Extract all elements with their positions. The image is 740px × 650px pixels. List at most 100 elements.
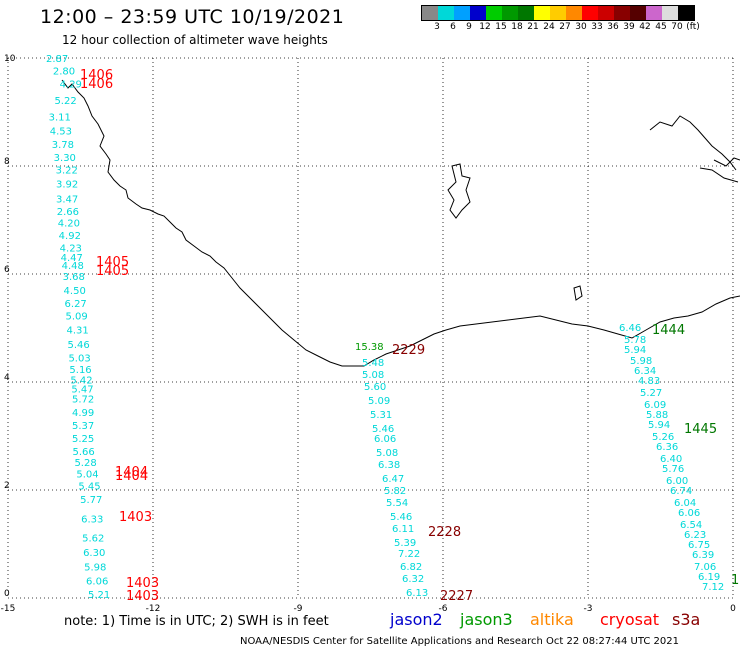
wave-height-label: 5.27 (640, 388, 662, 399)
map-title: 12:00 – 23:59 UTC 10/19/2021 (40, 6, 345, 28)
wave-height-label: 6.09 (644, 400, 666, 411)
wave-height-label: 6.30 (83, 548, 105, 559)
wave-height-label: 6.06 (678, 508, 700, 519)
colorbar-label: 39 (623, 22, 635, 32)
wave-height-label: 5.45 (78, 482, 100, 493)
bay-northeast (649, 115, 739, 183)
map-subtitle: 12 hour collection of altimeter wave hei… (62, 33, 328, 47)
x-tick-label: -3 (584, 604, 593, 614)
colorbar-swatch (438, 6, 454, 20)
wave-height-label: 5.82 (384, 486, 406, 497)
wave-height-label: 4.50 (64, 286, 86, 297)
colorbar-label: 45 (655, 22, 667, 32)
colorbar-swatch (582, 6, 598, 20)
wave-height-label: 5.54 (386, 498, 408, 509)
colorbar-swatch (550, 6, 566, 20)
wave-height-label: 5.88 (646, 410, 668, 421)
wave-height-label: 6.00 (666, 476, 688, 487)
footer-note: note: 1) Time is in UTC; 2) SWH is in fe… (64, 614, 329, 629)
pass-time-label: 1403 (126, 576, 159, 591)
map-grid (7, 57, 734, 599)
wave-height-label: 5.66 (72, 447, 94, 458)
wave-height-label: 2.66 (57, 207, 79, 218)
colorbar-swatch (630, 6, 646, 20)
pass-time-label: 1403 (119, 510, 152, 525)
colorbar-label: 33 (591, 22, 603, 32)
wave-height-label: 5.09 (66, 312, 88, 323)
colorbar-label: 27 (559, 22, 571, 32)
footer-credit: NOAA/NESDIS Center for Satellite Applica… (240, 636, 679, 647)
colorbar-label: (ft) (686, 22, 700, 32)
colorbar-swatch (454, 6, 470, 20)
wave-height-label: 5.26 (652, 432, 674, 443)
colorbar-label: 21 (527, 22, 539, 32)
colorbar-label: 30 (575, 22, 587, 32)
wave-height-label: 4.20 (58, 218, 80, 229)
pass-time-label: 1404 (115, 465, 148, 480)
wave-height-label: 2.87 (46, 54, 68, 65)
pass-time-label: 1404 (115, 469, 148, 484)
colorbar-label: 36 (607, 22, 619, 32)
wave-height-label: 5.28 (74, 458, 96, 469)
wave-height-label: 6.32 (402, 574, 424, 585)
wave-height-label: 3.78 (52, 140, 74, 151)
island-north (447, 163, 471, 219)
wave-height-label: 6.19 (698, 572, 720, 583)
colorbar-swatch (662, 6, 678, 20)
wave-height-label: 5.48 (362, 358, 384, 369)
wave-height-label: 5.98 (630, 356, 652, 367)
pass-time-label: 2228 (428, 525, 461, 540)
x-tick-label: -15 (1, 604, 16, 614)
colorbar-label: 9 (466, 22, 472, 32)
wave-height-label: 4.23 (60, 244, 82, 255)
colorbar-swatch (614, 6, 630, 20)
wave-height-label: 5.94 (624, 345, 646, 356)
wave-height-label: 3.22 (56, 165, 78, 176)
colorbar-swatch (422, 6, 438, 20)
colorbar-swatch (486, 6, 502, 20)
wave-height-label: 2.80 (53, 67, 75, 78)
colorbar-label: 70 (671, 22, 683, 32)
wave-height-label: 7.22 (398, 549, 420, 560)
wave-height-label: 7.12 (702, 582, 724, 593)
pass-time-label: 1445 (684, 422, 717, 437)
colorbar-label: 15 (495, 22, 507, 32)
wave-height-label: 4.53 (50, 126, 72, 137)
island-small (573, 285, 583, 301)
wave-height-label: 5.04 (76, 469, 98, 480)
wave-height-label: 6.54 (680, 520, 702, 531)
wave-height-label: 6.40 (660, 454, 682, 465)
wave-height-label: 6.47 (382, 474, 404, 485)
pass-time-label: 1444 (652, 323, 685, 338)
axis-labels: -15 -12 -9 -6 -3 0 0 2 4 6 8 10 (1, 54, 736, 614)
wave-height-label: 6.38 (378, 460, 400, 471)
wave-height-label: 5.46 (67, 340, 89, 351)
wave-height-label: 5.09 (368, 396, 390, 407)
y-tick-label: 4 (4, 373, 10, 383)
wave-height-label: 4.31 (66, 325, 88, 336)
colorbar-swatch (470, 6, 486, 20)
y-tick-label: 0 (4, 589, 10, 599)
wave-height-label: 4.83 (638, 376, 660, 387)
wave-height-label: 4.92 (59, 231, 81, 242)
satellite-legend-item: s3a (672, 610, 701, 629)
y-tick-label: 8 (4, 157, 10, 167)
wave-height-label: 5.94 (648, 420, 670, 431)
wave-height-label: 7.06 (694, 562, 716, 573)
satellite-legend-item: jason3 (460, 610, 513, 629)
wave-height-label: 4.99 (72, 408, 94, 419)
x-tick-label: -6 (439, 604, 448, 614)
pass-time-label: 1 (731, 573, 739, 588)
wave-height-label: 6.34 (634, 366, 656, 377)
wave-height-label: 6.04 (674, 498, 696, 509)
wave-height-label: 6.74 (670, 486, 692, 497)
wave-height-label: 6.39 (692, 550, 714, 561)
wave-height-label: 5.03 (68, 353, 90, 364)
wave-height-label: 5.08 (362, 370, 384, 381)
wave-height-label: 5.22 (54, 96, 76, 107)
wave-height-label: 5.60 (364, 382, 386, 393)
colorbar-swatch (566, 6, 582, 20)
wave-height-label: 6.46 (619, 323, 641, 334)
wave-height-label: 5.39 (394, 538, 416, 549)
